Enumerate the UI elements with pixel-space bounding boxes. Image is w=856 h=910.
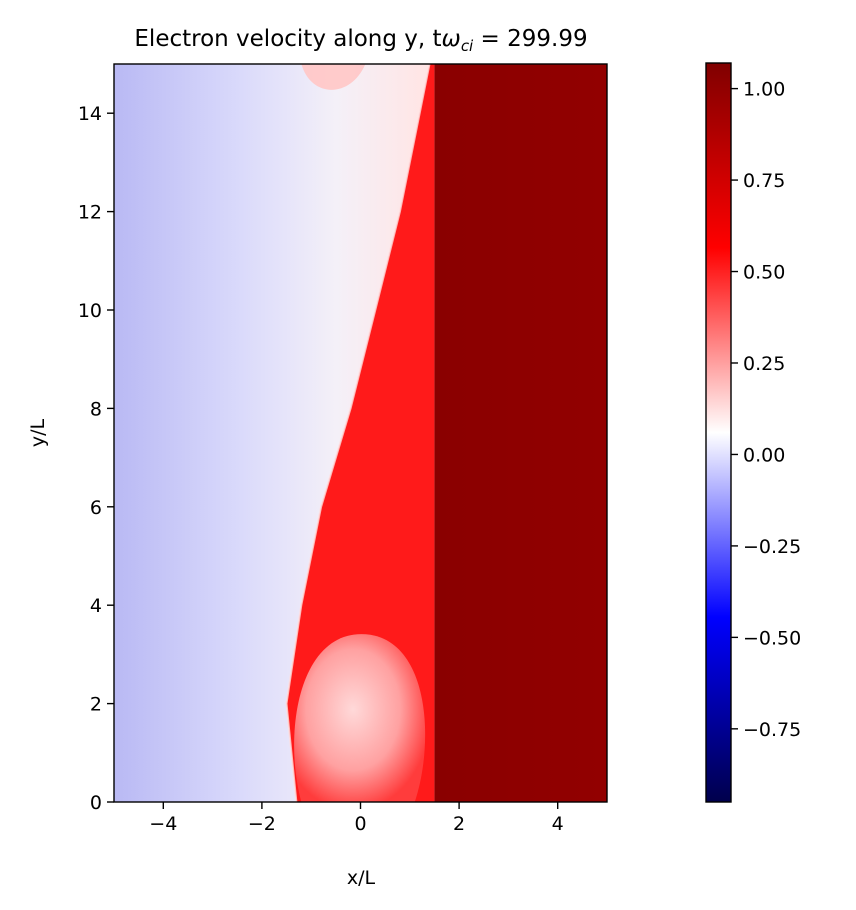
colorbar-tick-label: −0.25 <box>743 536 801 558</box>
colorbar-tick-label: 0.25 <box>743 353 785 375</box>
x-tick-label: 4 <box>552 813 564 835</box>
colorbar-tick-label: 0.75 <box>743 170 785 192</box>
x-axis-label: x/L <box>347 867 376 889</box>
colorbar-tick-label: −0.75 <box>743 719 801 741</box>
y-tick-label: 12 <box>78 202 102 224</box>
colorbar-gradient <box>706 63 731 802</box>
shear-boundary-line <box>285 64 431 802</box>
vortex-bubble <box>294 634 426 802</box>
x-tick-label: 0 <box>354 813 366 835</box>
y-tick-label: 8 <box>90 398 102 420</box>
x-tick-label: −2 <box>248 813 276 835</box>
x-axis-ticks: −4 −2 0 2 4 <box>149 802 564 835</box>
top-vortex-bubble <box>301 64 366 90</box>
x-tick-label: 2 <box>453 813 465 835</box>
y-tick-label: 10 <box>78 300 102 322</box>
y-tick-label: 6 <box>90 497 102 519</box>
y-axis-label: y/L <box>27 418 49 447</box>
colorbar-tick-label: 1.00 <box>743 79 785 101</box>
y-tick-label: 14 <box>78 103 102 125</box>
colorbar-ticks: 1.00 0.75 0.50 0.25 0.00 −0.25 −0.50 −0.75 <box>731 79 801 741</box>
colorbar: 1.00 0.75 0.50 0.25 0.00 −0.25 −0.50 −0.75 <box>705 62 801 803</box>
colorbar-tick-label: −0.50 <box>743 627 801 649</box>
y-tick-label: 4 <box>90 595 102 617</box>
colorbar-tick-label: 0.00 <box>743 444 785 466</box>
y-tick-label: 0 <box>90 792 102 814</box>
y-axis-ticks: 0 2 4 6 8 10 12 14 <box>78 103 114 814</box>
dark-red-velocity-region <box>434 64 607 802</box>
colorbar-frame <box>705 62 732 803</box>
red-velocity-region <box>286 64 435 802</box>
chart-title: Electron velocity along y, tωci = 299.99 <box>134 26 587 55</box>
y-tick-label: 2 <box>90 694 102 716</box>
heatmap-plot-area <box>114 64 607 802</box>
x-tick-label: −4 <box>149 813 177 835</box>
colorbar-tick-label: 0.50 <box>743 262 785 284</box>
